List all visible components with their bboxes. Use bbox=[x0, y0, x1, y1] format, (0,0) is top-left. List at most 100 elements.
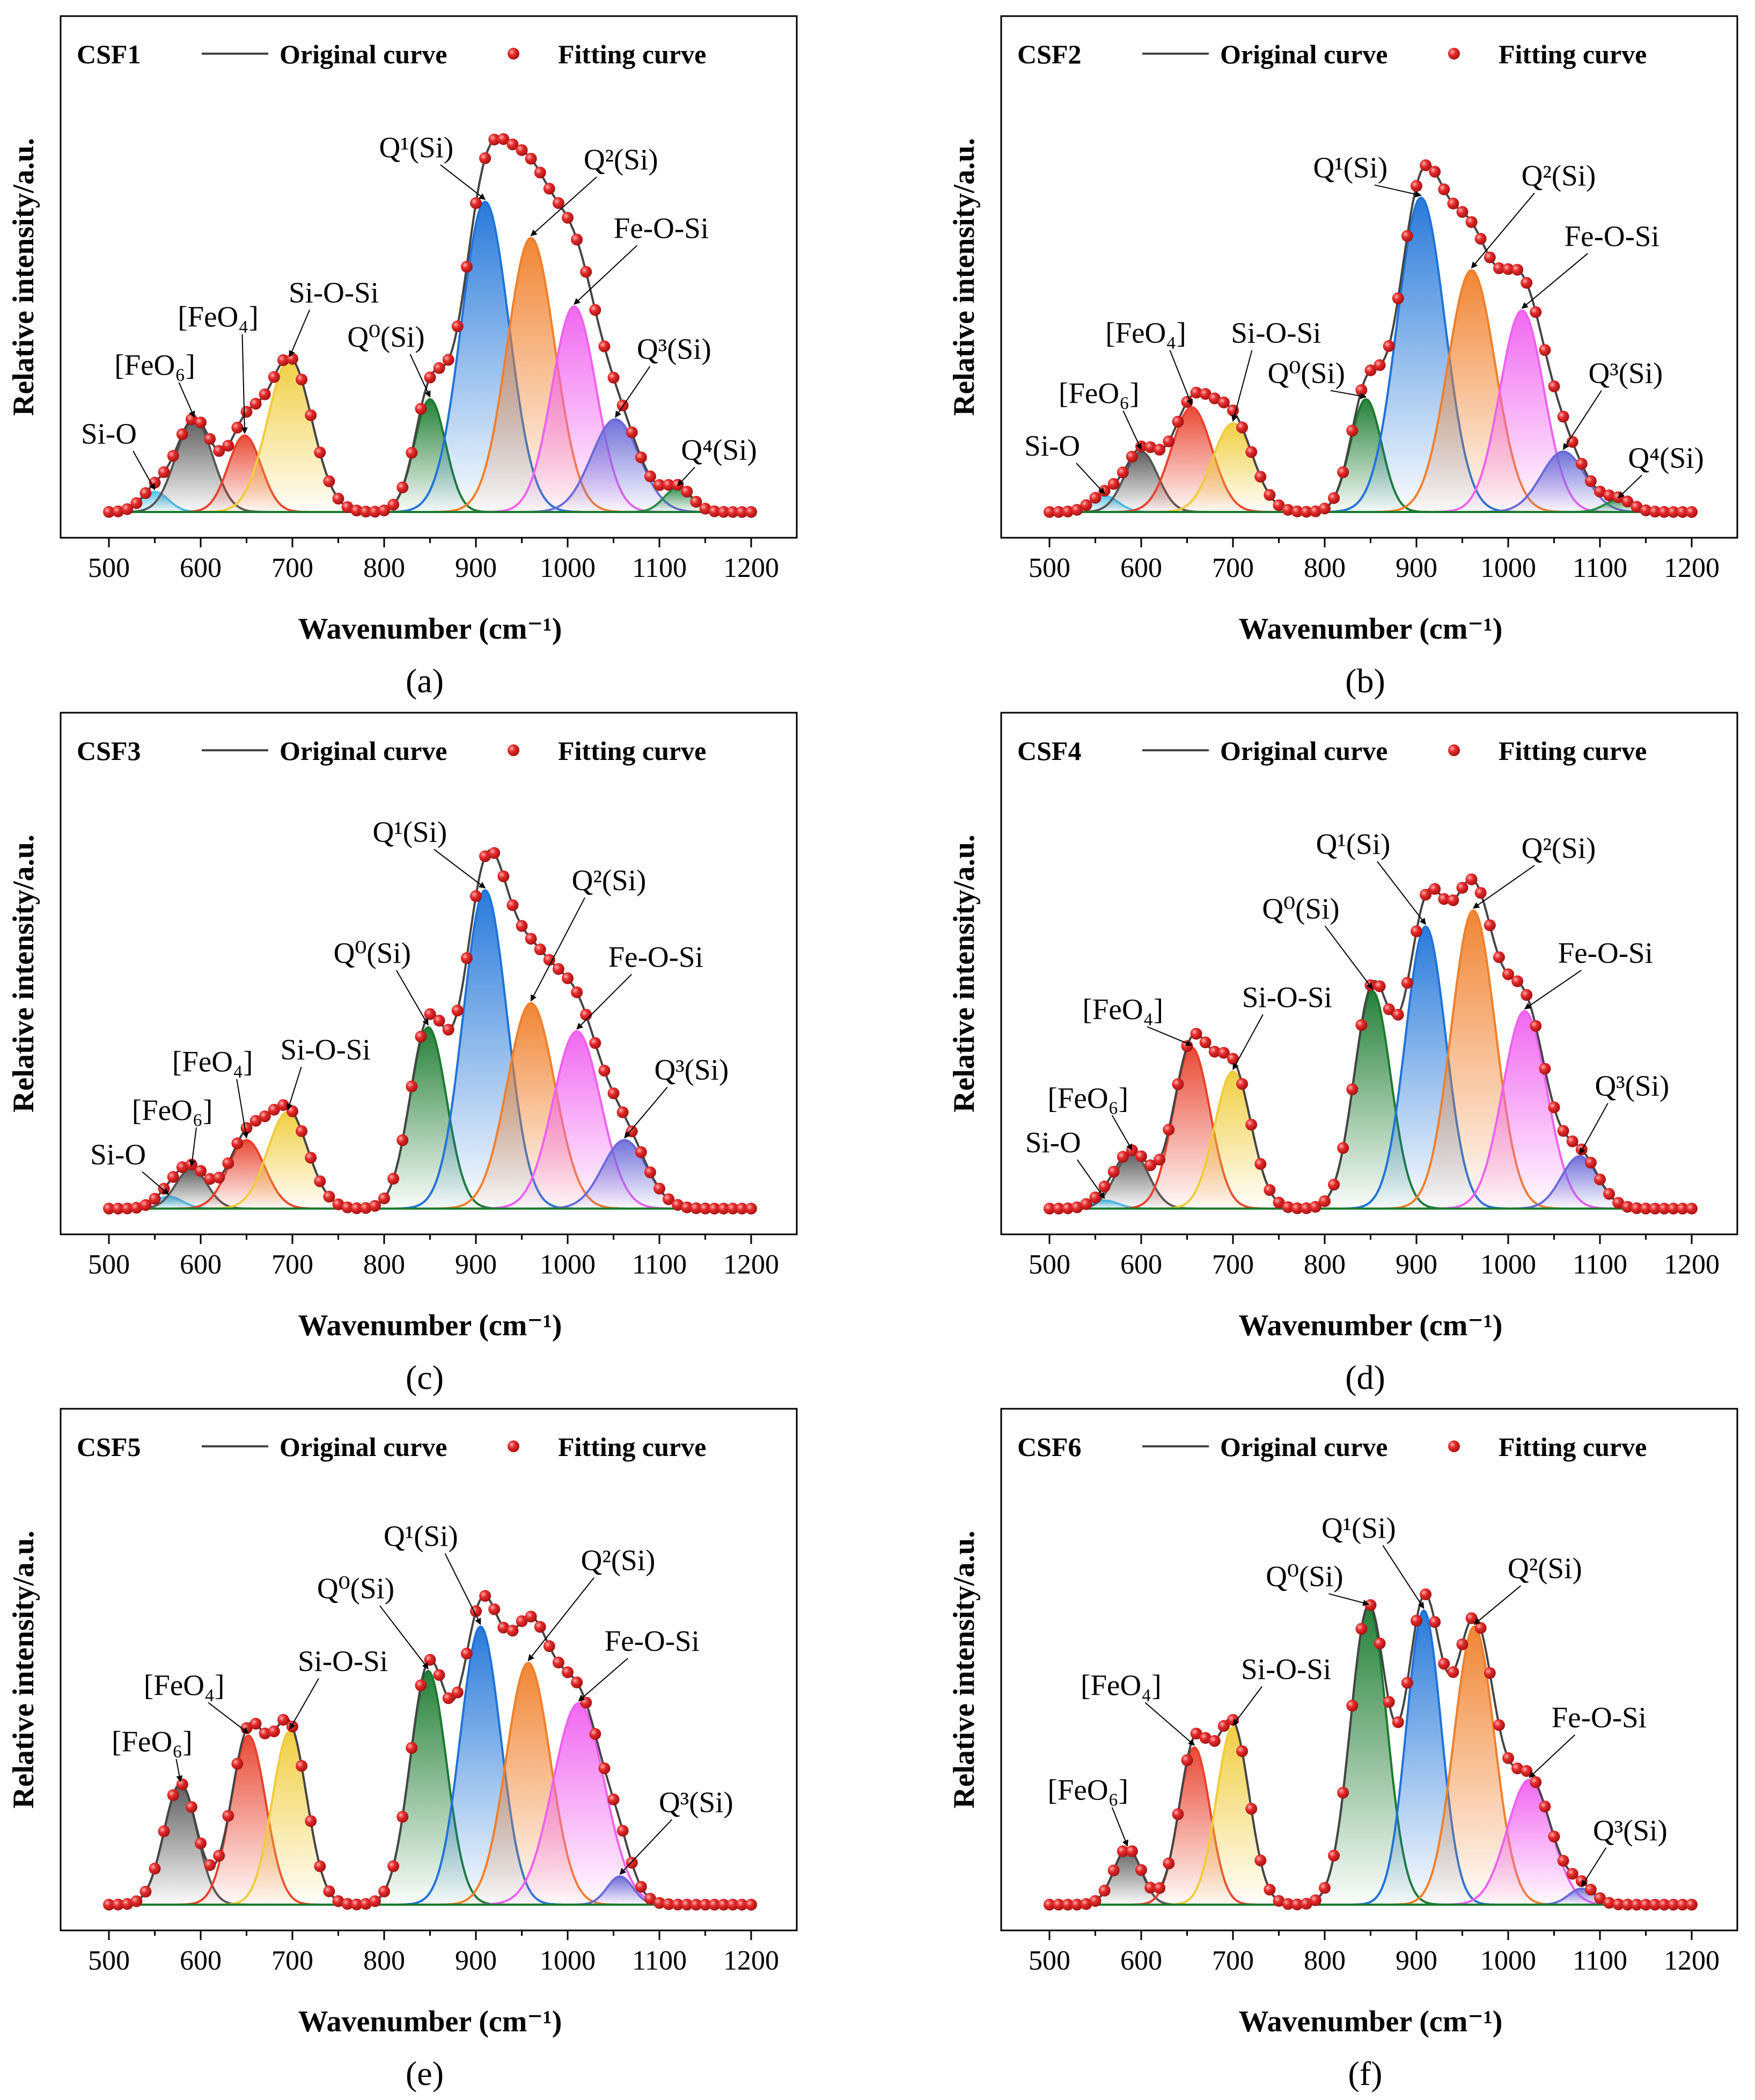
fitting-curve-point bbox=[1117, 1845, 1129, 1857]
fitting-curve-point bbox=[516, 144, 528, 156]
peak-label: Si-O-Si bbox=[1241, 1652, 1331, 1685]
fitting-curve-point bbox=[525, 152, 537, 165]
fitting-curve-point bbox=[1337, 1142, 1349, 1154]
fitting-curve-point bbox=[1254, 1854, 1267, 1867]
fitting-curve-point bbox=[396, 1134, 409, 1146]
fitting-curve-point bbox=[1447, 894, 1459, 906]
peak-label: Q³(Si) bbox=[659, 1786, 733, 1818]
peak-label-arrow bbox=[189, 1127, 197, 1167]
fitting-curve-point bbox=[415, 1030, 427, 1043]
fitting-curve-point bbox=[1291, 505, 1303, 517]
peak-label: Q²(Si) bbox=[1522, 832, 1596, 865]
fitting-curve-point bbox=[1190, 1028, 1202, 1040]
fitting-curve-point bbox=[460, 952, 473, 964]
fitting-curve-point bbox=[1411, 925, 1422, 938]
fitting-curve-point bbox=[259, 1728, 271, 1739]
fitting-curve-point bbox=[1089, 1895, 1102, 1907]
fitting-curve-point bbox=[1199, 1036, 1211, 1049]
fitting-curve-point bbox=[1217, 1720, 1230, 1732]
fitting-curve-point bbox=[571, 233, 583, 246]
fitting-curve-point bbox=[1135, 1150, 1147, 1162]
fitting-curve-point bbox=[644, 1166, 656, 1179]
fitting-curve-point bbox=[726, 1899, 739, 1911]
fitting-curve-point bbox=[204, 1173, 216, 1185]
peak-label: Q²(Si) bbox=[581, 1544, 656, 1577]
fitting-curve-point bbox=[1107, 478, 1120, 490]
x-tick-label: 1200 bbox=[1664, 1945, 1720, 1976]
fitting-curve-point bbox=[589, 1037, 601, 1049]
fitting-curve-point bbox=[268, 1725, 280, 1738]
peak-label-arrow bbox=[1521, 253, 1588, 309]
fitting-curve-point bbox=[323, 475, 335, 487]
fitting-curve-point bbox=[653, 479, 665, 491]
fitting-curve-point bbox=[1071, 1201, 1083, 1213]
fitting-curve-point bbox=[1282, 1201, 1294, 1213]
peak-label: Q⁰(Si) bbox=[317, 1572, 394, 1605]
fitting-curve-point bbox=[1273, 1196, 1285, 1209]
fitting-curve-point bbox=[1539, 1063, 1551, 1075]
peak-label: [FeO₄] bbox=[1105, 317, 1186, 349]
fitting-curve-point bbox=[350, 1202, 363, 1214]
x-tick-label: 1000 bbox=[540, 1249, 596, 1280]
fitting-curve-point bbox=[745, 1899, 757, 1911]
y-axis-label: Relative intensity/a.u. bbox=[7, 1531, 40, 1809]
peak-label-arrow bbox=[1076, 463, 1105, 494]
fitting-curve-point bbox=[1465, 1612, 1478, 1625]
x-tick-label: 900 bbox=[455, 1249, 497, 1280]
fitting-curve-point bbox=[1236, 1745, 1249, 1758]
fitting-curve-point bbox=[1364, 364, 1377, 376]
fitting-curve-point bbox=[130, 1202, 143, 1214]
fitting-curve-point bbox=[1098, 1180, 1111, 1192]
fitting-curve-point bbox=[387, 1860, 400, 1872]
fitting-curve-point bbox=[580, 266, 592, 278]
fitting-curve-point bbox=[1484, 251, 1496, 264]
fitting-curve-point bbox=[1557, 1855, 1569, 1867]
peak-label: Q⁴(Si) bbox=[1628, 441, 1703, 474]
y-axis-label: Relative intensity/a.u. bbox=[948, 835, 981, 1113]
fitting-curve-point bbox=[708, 1899, 721, 1911]
peak-label-arrow bbox=[1579, 1103, 1609, 1155]
peak-label-arrow bbox=[379, 1605, 429, 1670]
peak-label-arrow bbox=[1076, 1159, 1105, 1199]
fitting-curve-point bbox=[663, 479, 675, 491]
fitting-curve-point bbox=[1530, 1776, 1542, 1788]
fitting-curve-point bbox=[1309, 1201, 1321, 1213]
fitting-curve-point bbox=[506, 899, 519, 911]
fitting-curve-point bbox=[1319, 502, 1331, 515]
fitting-curve-point bbox=[1548, 380, 1560, 392]
fitting-curve-point bbox=[1621, 1201, 1634, 1213]
fitting-curve-point bbox=[1154, 1153, 1166, 1166]
x-tick-label: 600 bbox=[1120, 1945, 1162, 1976]
fitting-curve-point bbox=[369, 1895, 381, 1907]
fitting-curve-point bbox=[451, 1005, 464, 1016]
fitting-curve-point bbox=[1612, 1197, 1625, 1209]
peak-label: Q¹(Si) bbox=[1313, 151, 1388, 184]
legend-original-label: Original curve bbox=[280, 1432, 447, 1462]
fitting-curve-point bbox=[699, 502, 711, 515]
peak-label: Si-O bbox=[1025, 1126, 1081, 1159]
fitting-curve-point bbox=[1217, 1047, 1230, 1059]
fitting-curve-point bbox=[277, 1714, 289, 1726]
peak-label-arrow bbox=[1232, 1014, 1264, 1070]
fitting-curve-point bbox=[1062, 506, 1074, 518]
fitting-curve-point bbox=[287, 353, 298, 365]
fitting-curve-point bbox=[1493, 262, 1505, 274]
fitting-curve-point bbox=[1438, 893, 1450, 905]
x-tick-label: 600 bbox=[180, 553, 222, 583]
peak-label: Q³(Si) bbox=[654, 1053, 729, 1086]
fitting-curve-point bbox=[1511, 1762, 1524, 1775]
fitting-curve-point bbox=[1282, 504, 1294, 516]
peak-label: Si-O bbox=[90, 1138, 146, 1170]
fitting-curve-point bbox=[424, 1008, 436, 1020]
peak-label-arrow bbox=[133, 450, 156, 491]
fitting-curve-point bbox=[562, 972, 574, 984]
fitting-curve-point bbox=[442, 1023, 454, 1036]
fitting-curve-point bbox=[1328, 1179, 1340, 1191]
fitting-curve-point bbox=[635, 1881, 647, 1893]
peak-label-arrow bbox=[530, 176, 597, 237]
peak-label-arrow bbox=[1524, 970, 1582, 1009]
fitting-curve-point bbox=[433, 1669, 445, 1681]
fitting-curve-point bbox=[1420, 159, 1432, 171]
fitting-curve-point bbox=[736, 1899, 748, 1911]
fitting-curve-point bbox=[314, 1860, 326, 1872]
